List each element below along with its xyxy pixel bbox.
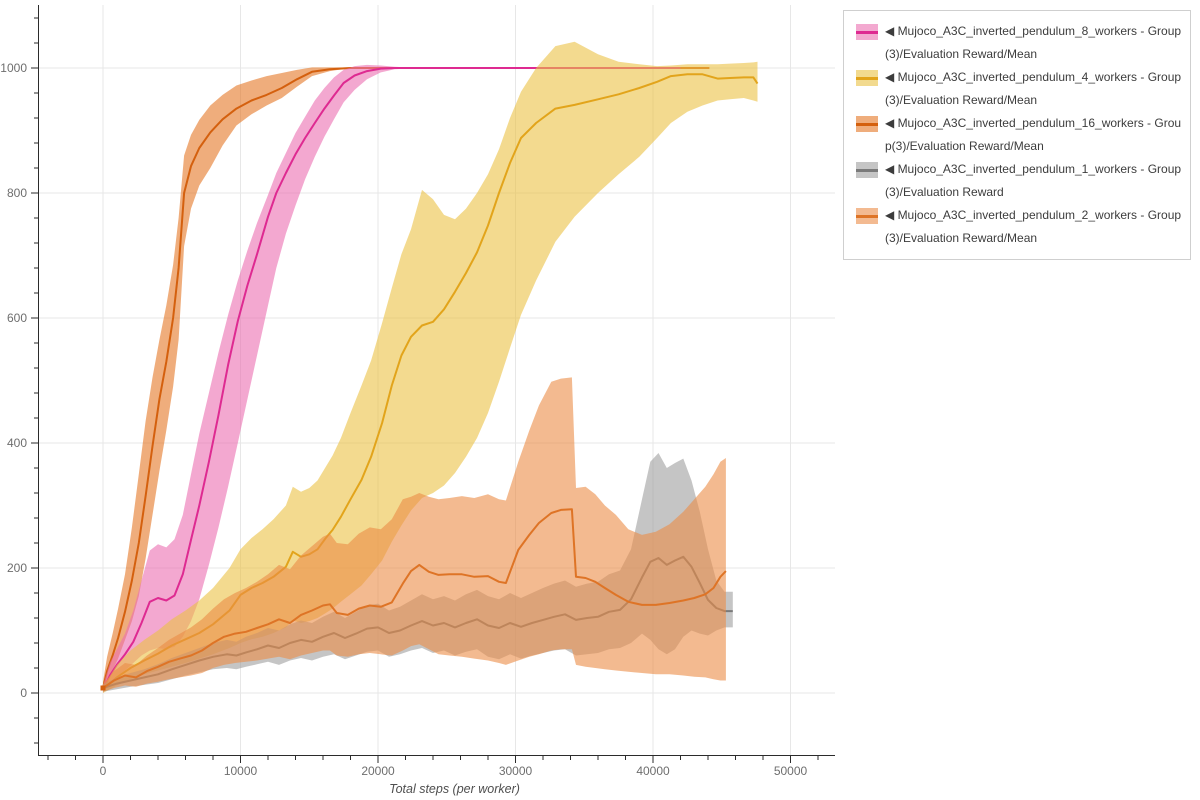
series-band-2_workers <box>103 377 726 692</box>
legend-line-swatch <box>856 214 878 218</box>
legend-item-label: ◀ Mujoco_A3C_inverted_pendulum_1_workers… <box>885 162 1182 199</box>
legend-band-swatch <box>856 116 878 132</box>
y-tick-label: 0 <box>20 686 27 700</box>
x-tick-label: 40000 <box>636 764 670 778</box>
x-axis-title: Total steps (per worker) <box>389 782 520 796</box>
legend-band-swatch <box>856 162 878 178</box>
legend-item-label: ◀ Mujoco_A3C_inverted_pendulum_2_workers… <box>885 208 1182 245</box>
legend-line-swatch <box>856 76 878 80</box>
legend-item-4_workers[interactable]: ◀ Mujoco_A3C_inverted_pendulum_4_workers… <box>856 66 1182 112</box>
legend-band-swatch <box>856 70 878 86</box>
y-tick-label: 600 <box>7 311 27 325</box>
legend-item-16_workers[interactable]: ◀ Mujoco_A3C_inverted_pendulum_16_worker… <box>856 112 1182 158</box>
x-tick-label: 0 <box>100 764 107 778</box>
legend-band-swatch <box>856 24 878 40</box>
series-band-4_workers <box>103 41 758 694</box>
legend-item-8_workers[interactable]: ◀ Mujoco_A3C_inverted_pendulum_8_workers… <box>856 20 1182 66</box>
legend-item-2_workers[interactable]: ◀ Mujoco_A3C_inverted_pendulum_2_workers… <box>856 204 1182 250</box>
legend-item-label: ◀ Mujoco_A3C_inverted_pendulum_16_worker… <box>885 116 1182 153</box>
series-line-2_workers <box>102 508 727 689</box>
legend: ◀ Mujoco_A3C_inverted_pendulum_8_workers… <box>843 10 1191 260</box>
legend-item-label: ◀ Mujoco_A3C_inverted_pendulum_8_workers… <box>885 24 1182 61</box>
x-tick-label: 10000 <box>224 764 258 778</box>
x-tick-label: 50000 <box>774 764 808 778</box>
y-tick-label: 800 <box>7 186 27 200</box>
y-tick-label: 200 <box>7 561 27 575</box>
y-tick-label: 400 <box>7 436 27 450</box>
x-tick-label: 20000 <box>361 764 395 778</box>
x-tick-label: 30000 <box>499 764 533 778</box>
legend-line-swatch <box>856 168 878 172</box>
legend-line-swatch <box>856 122 878 126</box>
legend-item-1_workers[interactable]: ◀ Mujoco_A3C_inverted_pendulum_1_workers… <box>856 158 1182 204</box>
series-line-8_workers <box>102 67 681 691</box>
legend-line-swatch <box>856 30 878 34</box>
legend-band-swatch <box>856 208 878 224</box>
legend-item-label: ◀ Mujoco_A3C_inverted_pendulum_4_workers… <box>885 70 1182 107</box>
origin-marker <box>100 685 106 691</box>
y-tick-label: 1000 <box>0 61 27 75</box>
